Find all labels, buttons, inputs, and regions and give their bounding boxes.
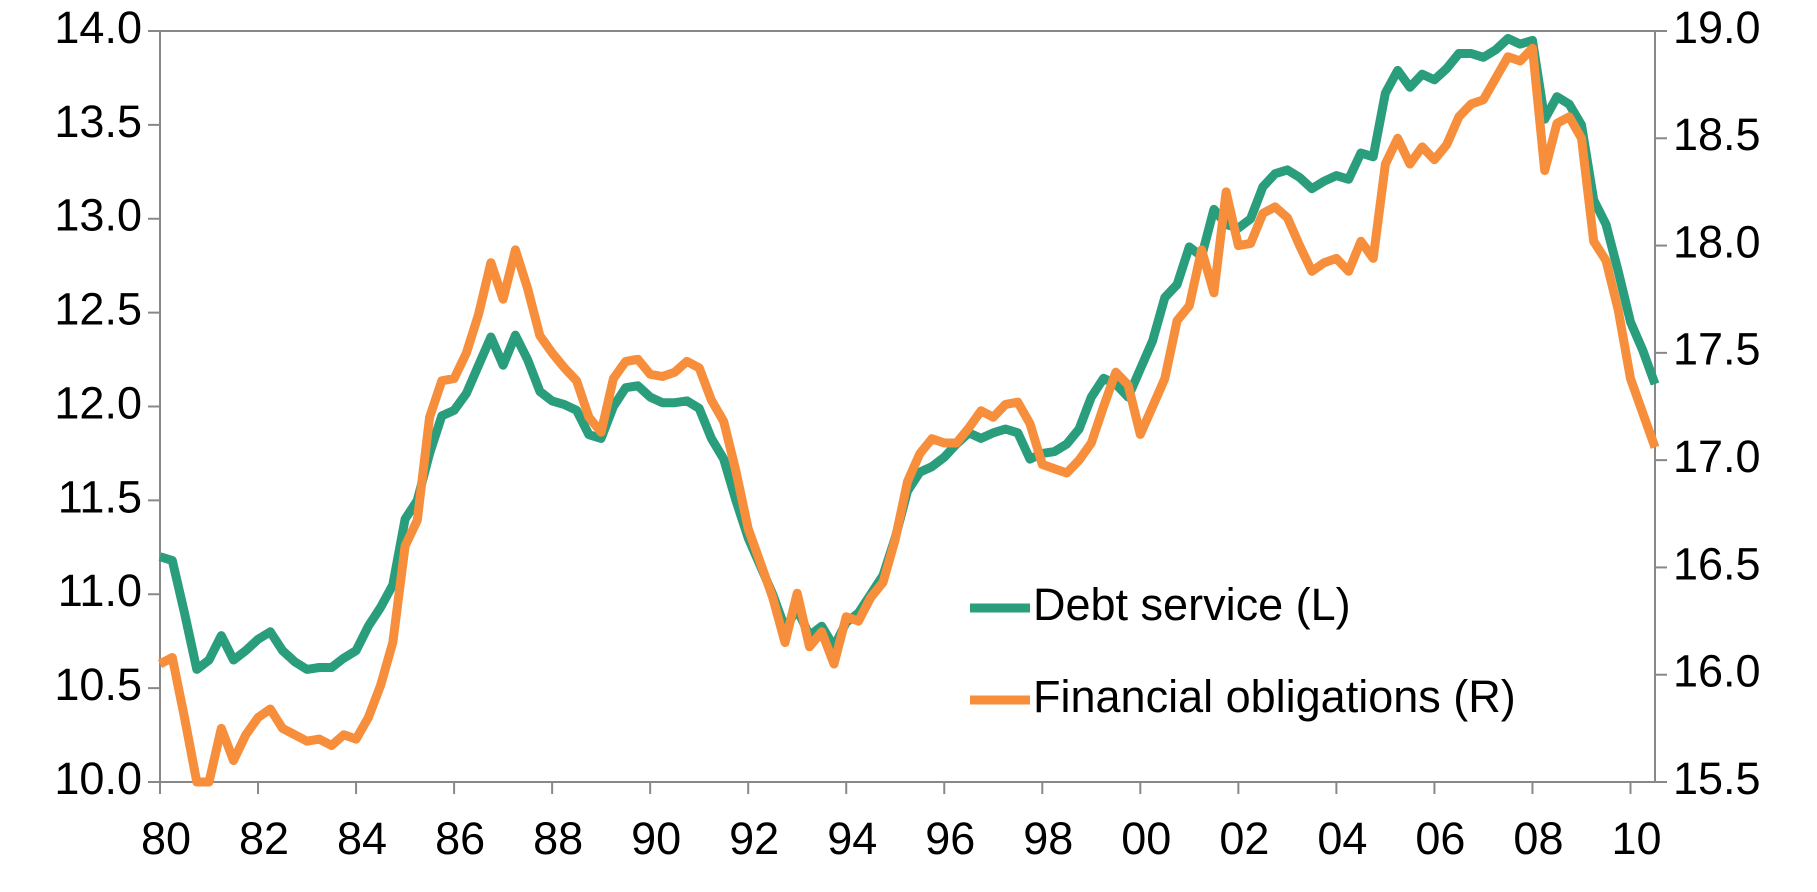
y2-tick-label: 16.0 — [1673, 646, 1761, 697]
y-tick-label: 11.0 — [58, 565, 142, 616]
x-tick-label: 96 — [925, 813, 975, 864]
y-tick-label: 13.0 — [54, 190, 142, 241]
y2-tick-label: 18.0 — [1673, 216, 1761, 267]
y2-tick-label: 17.0 — [1673, 431, 1761, 482]
y-tick-label: 10.5 — [54, 659, 142, 710]
y2-tick-label: 15.5 — [1673, 753, 1761, 804]
x-tick-label: 02 — [1219, 813, 1269, 864]
y-tick-label: 14.0 — [54, 2, 142, 53]
x-tick-label: 94 — [827, 813, 877, 864]
y-tick-label: 11.5 — [58, 471, 142, 522]
y-tick-label: 13.5 — [54, 96, 142, 147]
x-tick-label: 08 — [1513, 813, 1563, 864]
x-tick-label: 92 — [729, 813, 779, 864]
x-tick-label: 88 — [533, 813, 583, 864]
x-tick-label: 98 — [1023, 813, 1073, 864]
y2-tick-label: 16.5 — [1673, 538, 1761, 589]
y-tick-label: 12.0 — [54, 377, 142, 428]
legend-label: Financial obligations (R) — [1033, 671, 1516, 722]
x-tick-label: 00 — [1121, 813, 1171, 864]
x-tick-label: 84 — [337, 813, 387, 864]
y2-tick-label: 17.5 — [1673, 324, 1761, 375]
y2-tick-label: 18.5 — [1673, 109, 1761, 160]
series-line — [158, 34, 1660, 674]
x-tick-label: 82 — [239, 813, 289, 864]
x-tick-label: 10 — [1611, 813, 1661, 864]
x-tick-label: 90 — [631, 813, 681, 864]
series-line — [157, 43, 1660, 787]
x-tick-label: 86 — [435, 813, 485, 864]
x-tick-label: 04 — [1317, 813, 1367, 864]
y-tick-label: 12.5 — [54, 284, 142, 335]
legend-label: Debt service (L) — [1033, 579, 1351, 630]
y-tick-label: 10.0 — [54, 753, 142, 804]
x-tick-label: 80 — [141, 813, 191, 864]
x-tick-label: 06 — [1415, 813, 1465, 864]
y2-tick-label: 19.0 — [1673, 2, 1761, 53]
